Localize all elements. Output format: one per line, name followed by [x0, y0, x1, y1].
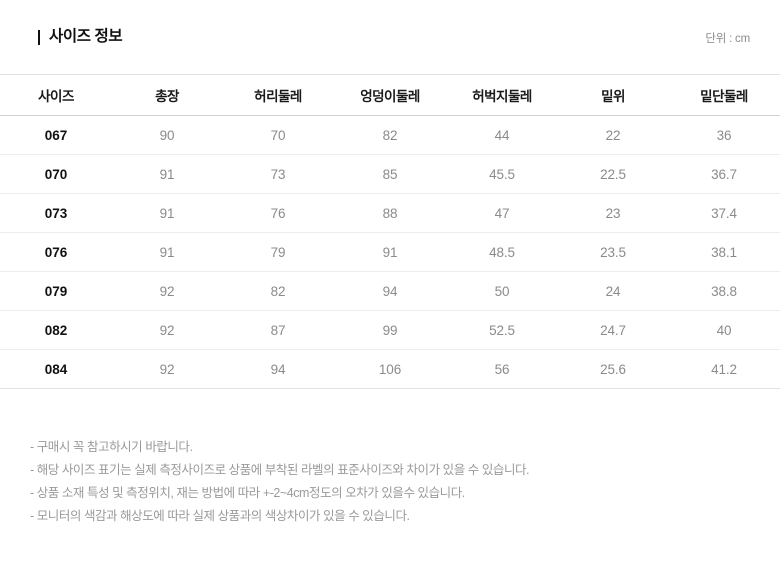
cell-waist: 94 [222, 349, 334, 389]
cell-total-length: 92 [112, 310, 222, 350]
cell-hip: 106 [334, 349, 446, 389]
cell-thigh: 52.5 [446, 310, 558, 350]
cell-hip: 99 [334, 310, 446, 350]
notes-list: - 구매시 꼭 참고하시기 바랍니다. - 해당 사이즈 표기는 실제 측정사이… [0, 436, 780, 528]
column-header-hem: 밑단둘레 [668, 74, 780, 116]
cell-thigh: 44 [446, 115, 558, 155]
cell-hip: 82 [334, 115, 446, 155]
table-row: 073 91 76 88 47 23 37.4 [0, 193, 780, 233]
cell-total-length: 92 [112, 271, 222, 311]
cell-waist: 87 [222, 310, 334, 350]
cell-rise: 24 [558, 271, 668, 311]
cell-hem: 36 [668, 115, 780, 155]
note-item: - 해당 사이즈 표기는 실제 측정사이즈로 상품에 부착된 라벨의 표준사이즈… [30, 463, 530, 477]
cell-thigh: 50 [446, 271, 558, 311]
table-row: 067 90 70 82 44 22 36 [0, 115, 780, 155]
page-title-label: 사이즈 정보 [49, 28, 123, 46]
table-body: 067 90 70 82 44 22 36 070 91 73 85 45.5 … [0, 115, 780, 389]
cell-hem: 36.7 [668, 154, 780, 194]
column-header-waist: 허리둘레 [222, 74, 334, 116]
column-header-size: 사이즈 [0, 74, 112, 116]
cell-hip: 94 [334, 271, 446, 311]
table-row: 082 92 87 99 52.5 24.7 40 [0, 310, 780, 350]
table-row: 079 92 82 94 50 24 38.8 [0, 271, 780, 311]
cell-thigh: 56 [446, 349, 558, 389]
cell-hem: 37.4 [668, 193, 780, 233]
cell-total-length: 91 [112, 193, 222, 233]
column-header-total-length: 총장 [112, 74, 222, 116]
table-row: 084 92 94 106 56 25.6 41.2 [0, 349, 780, 389]
cell-size: 082 [0, 310, 112, 350]
column-header-thigh: 허벅지둘레 [446, 74, 558, 116]
cell-size: 070 [0, 154, 112, 194]
cell-waist: 82 [222, 271, 334, 311]
column-header-rise: 밑위 [558, 74, 668, 116]
cell-hem: 41.2 [668, 349, 780, 389]
cell-waist: 73 [222, 154, 334, 194]
title-accent-bar-icon [38, 29, 40, 45]
cell-size: 076 [0, 232, 112, 272]
size-info-table: 사이즈 총장 허리둘레 엉덩이둘레 허벅지둘레 밑위 밑단둘레 067 90 7… [0, 74, 780, 389]
cell-waist: 79 [222, 232, 334, 272]
unit-label: 단위 : cm [705, 33, 750, 45]
cell-total-length: 92 [112, 349, 222, 389]
note-item: - 구매시 꼭 참고하시기 바랍니다. [30, 440, 193, 454]
cell-rise: 22 [558, 115, 668, 155]
cell-thigh: 47 [446, 193, 558, 233]
cell-thigh: 48.5 [446, 232, 558, 272]
cell-hem: 38.1 [668, 232, 780, 272]
cell-hip: 85 [334, 154, 446, 194]
cell-total-length: 90 [112, 115, 222, 155]
table-header: 사이즈 총장 허리둘레 엉덩이둘레 허벅지둘레 밑위 밑단둘레 [0, 74, 780, 116]
cell-waist: 76 [222, 193, 334, 233]
cell-rise: 23 [558, 193, 668, 233]
section-header: 사이즈 정보 단위 : cm [0, 0, 780, 58]
cell-size: 067 [0, 115, 112, 155]
cell-rise: 23.5 [558, 232, 668, 272]
cell-hip: 91 [334, 232, 446, 272]
cell-waist: 70 [222, 115, 334, 155]
cell-hem: 40 [668, 310, 780, 350]
cell-size: 079 [0, 271, 112, 311]
column-header-hip: 엉덩이둘레 [334, 74, 446, 116]
note-item: - 상품 소재 특성 및 측정위치, 재는 방법에 따라 +-2~4cm정도의 … [30, 486, 465, 500]
cell-hem: 38.8 [668, 271, 780, 311]
cell-hip: 88 [334, 193, 446, 233]
cell-size: 084 [0, 349, 112, 389]
cell-rise: 24.7 [558, 310, 668, 350]
cell-rise: 22.5 [558, 154, 668, 194]
table-row: 070 91 73 85 45.5 22.5 36.7 [0, 154, 780, 194]
cell-size: 073 [0, 193, 112, 233]
table-header-row: 사이즈 총장 허리둘레 엉덩이둘레 허벅지둘레 밑위 밑단둘레 [0, 74, 780, 116]
note-item: - 모니터의 색감과 해상도에 따라 실제 상품과의 색상차이가 있을 수 있습… [30, 509, 410, 523]
table-row: 076 91 79 91 48.5 23.5 38.1 [0, 232, 780, 272]
cell-rise: 25.6 [558, 349, 668, 389]
cell-thigh: 45.5 [446, 154, 558, 194]
cell-total-length: 91 [112, 232, 222, 272]
cell-total-length: 91 [112, 154, 222, 194]
page-title: 사이즈 정보 [38, 13, 123, 46]
